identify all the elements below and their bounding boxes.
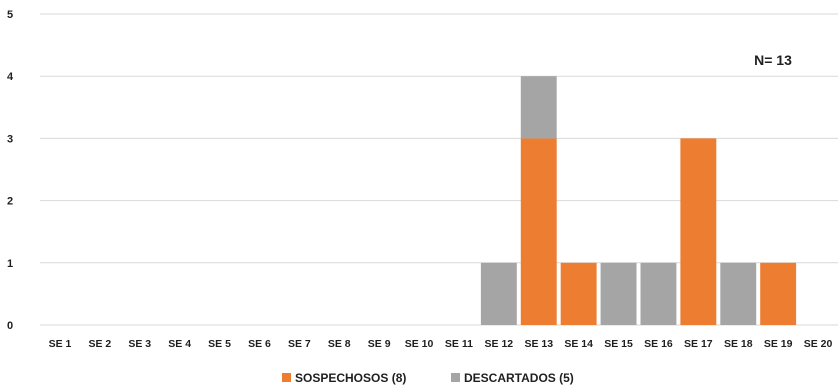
x-tick-label: SE 15 <box>604 338 633 350</box>
bar-sospechosos-se14 <box>560 262 597 325</box>
x-tick-label: SE 19 <box>764 338 793 350</box>
x-tick-label: SE 11 <box>445 338 473 350</box>
y-tick-label: 4 <box>7 71 14 83</box>
x-tick-label: SE 6 <box>248 338 271 350</box>
bar-sospechosos-se17 <box>680 138 717 325</box>
x-tick-label: SE 17 <box>684 338 713 350</box>
x-tick-label: SE 12 <box>485 338 514 350</box>
x-tick-label: SE 4 <box>168 338 191 350</box>
legend-swatch-descartados <box>451 373 460 382</box>
x-tick-label: SE 2 <box>88 338 111 350</box>
y-tick-label: 0 <box>7 320 13 332</box>
bars <box>480 76 797 325</box>
x-axis-ticks: SE 1 SE 2 SE 3 SE 4 SE 5 SE 6 SE 7 SE 8 SE 9 SE 1… <box>49 338 833 350</box>
bar-descartados-se12 <box>480 262 517 325</box>
y-tick-label: 1 <box>7 258 13 270</box>
x-tick-label: SE 3 <box>128 338 151 350</box>
bar-descartados-se13 <box>520 76 557 139</box>
bar-descartados-se18 <box>720 262 757 325</box>
bar-sospechosos-se19 <box>760 262 797 325</box>
x-tick-label: SE 13 <box>524 338 553 350</box>
bar-descartados-se16 <box>640 262 677 325</box>
legend-swatch-sospechosos <box>282 373 291 382</box>
x-tick-label: SE 5 <box>208 338 231 350</box>
bar-descartados-se15 <box>600 262 637 325</box>
sample-size-annotation: N= 13 <box>754 52 792 68</box>
x-tick-label: SE 7 <box>288 338 311 350</box>
x-tick-label: SE 9 <box>368 338 391 350</box>
x-tick-label: SE 16 <box>644 338 673 350</box>
legend-label-sospechosos: SOSPECHOSOS (8) <box>295 371 406 385</box>
y-tick-label: 3 <box>7 133 13 145</box>
x-tick-label: SE 10 <box>405 338 434 350</box>
y-tick-label: 2 <box>7 196 13 208</box>
legend-label-descartados: DESCARTADOS (5) <box>464 371 574 385</box>
bar-sospechosos-se13 <box>520 138 557 325</box>
x-tick-label: SE 20 <box>804 338 833 350</box>
gridlines <box>40 13 838 326</box>
x-tick-label: SE 8 <box>328 338 351 350</box>
x-tick-label: SE 18 <box>724 338 753 350</box>
y-tick-label: 5 <box>7 9 13 21</box>
x-tick-label: SE 1 <box>49 338 72 350</box>
legend: SOSPECHOSOS (8) DESCARTADOS (5) <box>282 371 574 385</box>
x-tick-label: SE 14 <box>564 338 593 350</box>
y-axis-ticks: 0 1 2 3 4 5 <box>7 9 14 332</box>
